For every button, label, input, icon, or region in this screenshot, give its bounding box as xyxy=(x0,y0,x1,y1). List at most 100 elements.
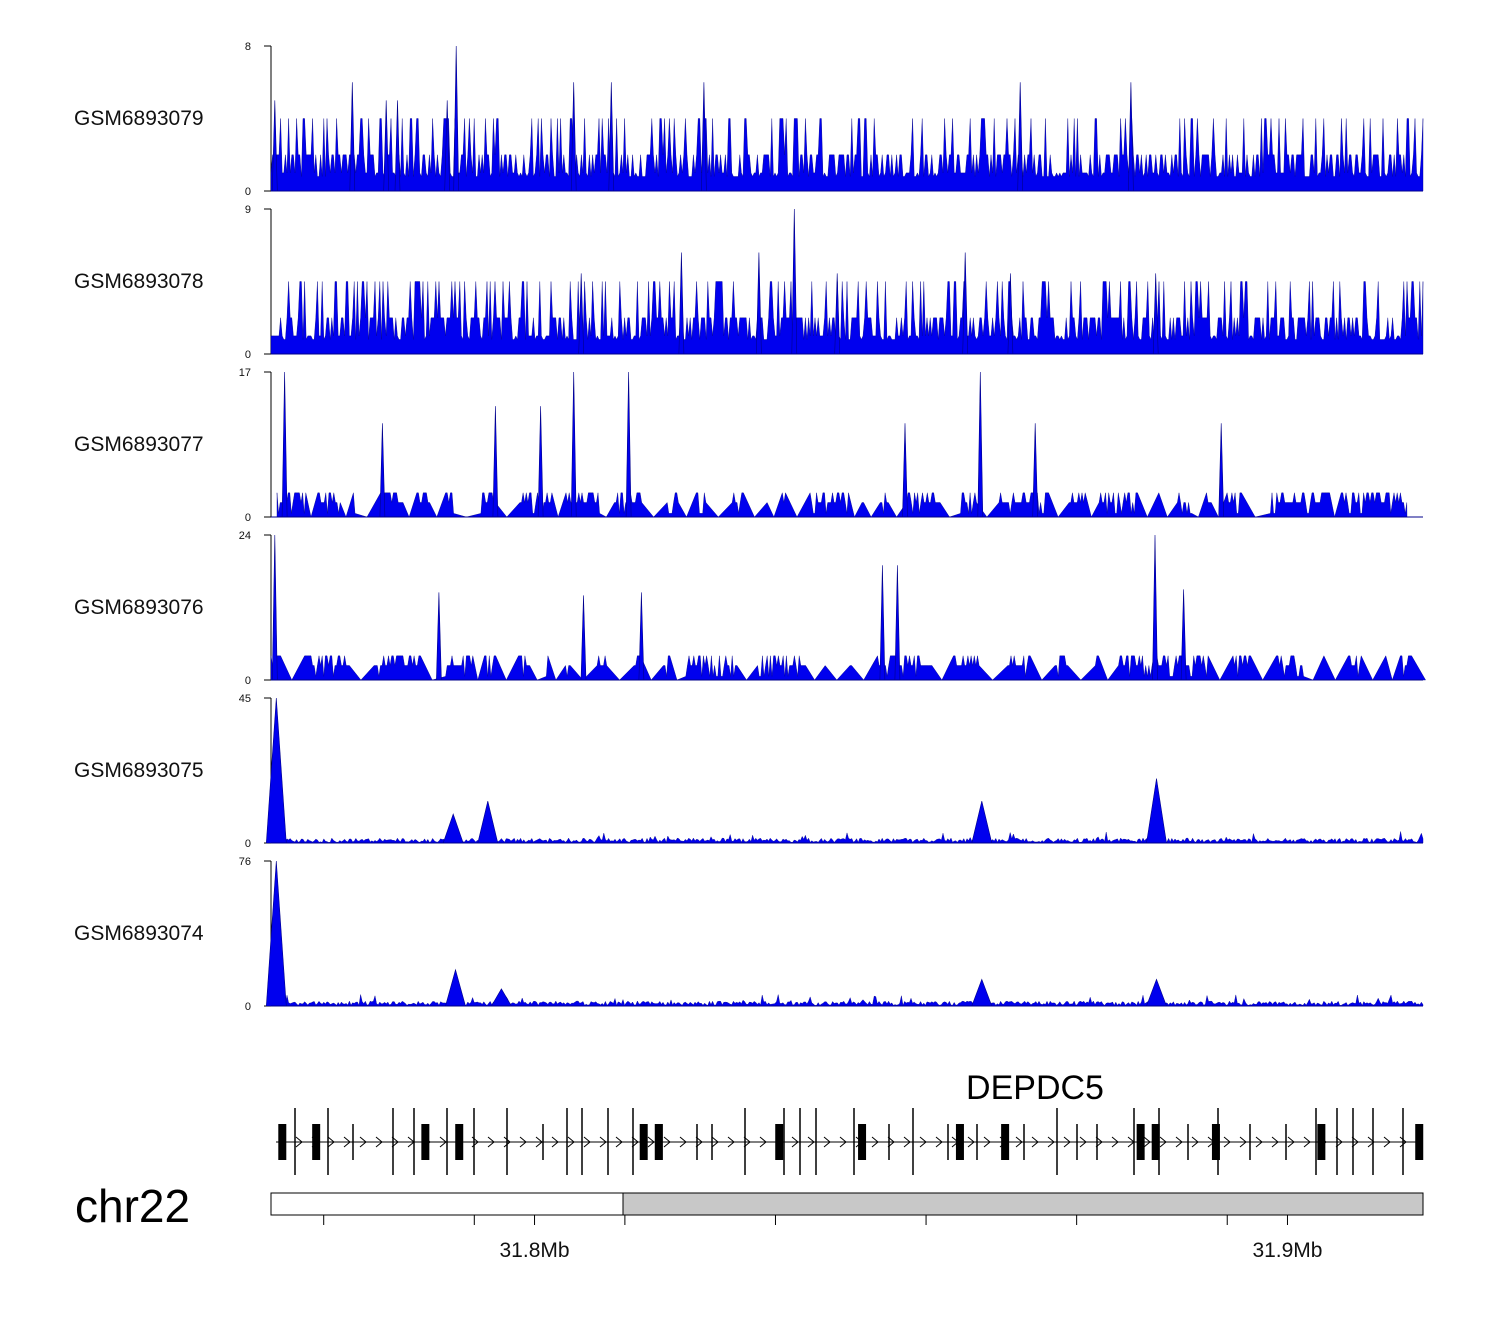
strand-arrow xyxy=(1367,1136,1375,1148)
ideogram-highlight xyxy=(622,1192,1424,1216)
coverage-peak xyxy=(902,423,908,518)
strand-arrow xyxy=(1095,1136,1103,1148)
strand-arrow xyxy=(1031,1136,1039,1148)
coverage-peak xyxy=(1032,423,1039,518)
strand-arrow xyxy=(647,1136,655,1148)
coverage-peak xyxy=(1146,778,1167,844)
coverage-peak xyxy=(281,371,288,518)
track-GSM6893078: GSM6893078 9 0 xyxy=(74,204,1424,361)
x-tick-label: 31.9Mb xyxy=(1252,1239,1322,1262)
strand-arrow xyxy=(391,1136,399,1148)
strand-arrow xyxy=(1335,1136,1343,1148)
strand-arrow xyxy=(487,1136,495,1148)
coverage-peak xyxy=(383,100,390,192)
coverage-area xyxy=(270,994,1424,1007)
coverage-peak xyxy=(477,801,499,844)
track-label: GSM6893078 xyxy=(74,270,204,293)
gene-label-depdc5: DEPDC5 xyxy=(966,1069,1104,1107)
coverage-peak xyxy=(977,371,984,518)
coverage-area xyxy=(270,281,1424,355)
track-label: GSM6893076 xyxy=(74,596,204,619)
strand-arrow xyxy=(1303,1136,1311,1148)
strand-arrow xyxy=(871,1136,879,1148)
strand-arrow xyxy=(791,1136,799,1148)
strand-arrow xyxy=(887,1136,895,1148)
strand-arrow xyxy=(919,1136,927,1148)
y-tick-label-top: 9 xyxy=(245,204,251,216)
gene-track: DEPDC5 xyxy=(276,1069,1424,1175)
exon-block xyxy=(278,1124,287,1160)
coverage-area xyxy=(270,118,1424,192)
strand-arrow xyxy=(535,1136,543,1148)
coverage-peak xyxy=(442,813,464,844)
y-tick-label-bottom: 0 xyxy=(245,838,251,850)
strand-arrow xyxy=(583,1136,591,1148)
strand-arrow xyxy=(359,1136,367,1148)
strand-arrow xyxy=(1111,1136,1119,1148)
coverage-peak xyxy=(608,82,615,192)
genome-axis: chr22 31.8Mb 31.9Mb xyxy=(75,1180,1424,1262)
strand-arrow xyxy=(695,1136,703,1148)
coverage-peak xyxy=(1180,589,1187,681)
track-GSM6893074: GSM6893074 76 0 xyxy=(74,856,1424,1013)
coverage-area xyxy=(276,492,1408,518)
coverage-peak xyxy=(265,697,287,844)
strand-arrow xyxy=(839,1136,847,1148)
coverage-peak xyxy=(1017,82,1024,192)
coverage-peak xyxy=(879,565,886,681)
strand-arrow xyxy=(727,1136,735,1148)
strand-arrow xyxy=(1271,1136,1279,1148)
strand-arrow xyxy=(663,1136,671,1148)
coverage-peak xyxy=(436,592,442,681)
strand-arrow xyxy=(1047,1136,1055,1148)
strand-arrow xyxy=(327,1136,335,1148)
strand-arrow xyxy=(551,1136,559,1148)
coverage-peak xyxy=(537,406,544,518)
strand-arrow xyxy=(807,1136,815,1148)
strand-arrow xyxy=(967,1136,975,1148)
y-tick-label-bottom: 0 xyxy=(245,186,251,198)
coverage-peak xyxy=(1146,978,1167,1007)
coverage-peak xyxy=(271,534,278,681)
y-tick-label-bottom: 0 xyxy=(245,349,251,361)
coverage-peak xyxy=(1152,534,1158,681)
exon-block xyxy=(1317,1124,1326,1160)
exon-block xyxy=(421,1124,430,1160)
exon-block xyxy=(1136,1124,1145,1160)
y-tick-label-top: 45 xyxy=(239,693,251,705)
coverage-peak xyxy=(490,988,512,1007)
strand-arrow xyxy=(295,1136,303,1148)
coverage-peak xyxy=(379,423,386,518)
coverage-peak xyxy=(678,252,685,355)
coverage-peak xyxy=(894,565,901,681)
coverage-peak xyxy=(271,100,278,192)
strand-arrow xyxy=(679,1136,687,1148)
gene-model xyxy=(276,1108,1424,1175)
y-tick-label-top: 24 xyxy=(239,530,251,542)
coverage-peak xyxy=(349,82,356,192)
track-GSM6893075: GSM6893075 45 0 xyxy=(74,693,1424,850)
track-label: GSM6893074 xyxy=(74,922,204,945)
strand-arrow xyxy=(375,1136,383,1148)
y-tick-label-top: 8 xyxy=(245,41,251,53)
strand-arrow xyxy=(1239,1136,1247,1148)
strand-arrow xyxy=(1399,1136,1407,1148)
coverage-peak xyxy=(578,273,585,355)
strand-arrow xyxy=(599,1136,607,1148)
strand-arrow xyxy=(743,1136,751,1148)
exon-block xyxy=(455,1124,464,1160)
x-tick-label: 31.8Mb xyxy=(500,1239,570,1262)
strand-arrow xyxy=(1143,1136,1151,1148)
coverage-peak xyxy=(791,208,798,355)
strand-arrow xyxy=(343,1136,351,1148)
exon-block xyxy=(775,1124,784,1160)
strand-arrow xyxy=(567,1136,575,1148)
coverage-peak xyxy=(265,860,287,1007)
coverage-peak xyxy=(971,978,993,1007)
strand-arrow xyxy=(1383,1136,1391,1148)
y-tick-label-bottom: 0 xyxy=(245,675,251,687)
coverage-peak xyxy=(1218,423,1225,518)
strand-arrow xyxy=(711,1136,719,1148)
track-GSM6893079: GSM6893079 8 0 xyxy=(74,41,1424,198)
